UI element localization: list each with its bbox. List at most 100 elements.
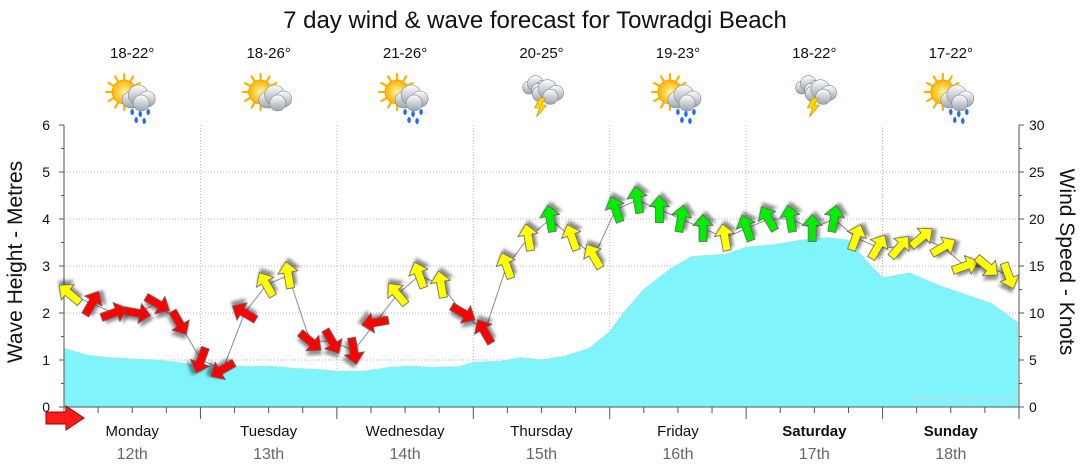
sun-ray: [265, 75, 271, 83]
wind-arrow: [757, 206, 780, 233]
cloud-puff: [951, 94, 969, 112]
wind-arrow: [495, 252, 516, 281]
wind-arrow-icon: [143, 293, 170, 315]
wind-arrow: [973, 254, 998, 277]
sun-ray: [659, 75, 666, 83]
sun-ray: [653, 96, 661, 103]
sun-ray: [674, 75, 681, 83]
wind-arrow-icon: [321, 327, 343, 354]
day-date: 18th: [935, 446, 966, 463]
day-date: 17th: [799, 446, 830, 463]
sun-ray: [926, 96, 934, 103]
wind-arrow: [670, 204, 693, 233]
left-tick-label: 1: [42, 352, 50, 368]
wind-arrow: [867, 234, 889, 262]
wind-arrow-icon: [343, 336, 365, 365]
temperature-range: 19-23°: [656, 45, 700, 62]
temperature-range: 20-25°: [519, 45, 563, 62]
temperature-range: 17-22°: [929, 45, 973, 62]
wind-arrow: [429, 270, 452, 299]
lightning-bolt: [806, 97, 820, 118]
day-date: 15th: [526, 446, 557, 463]
sun-ray: [243, 81, 252, 88]
wind-arrow: [692, 213, 714, 242]
left-tick-label: 5: [42, 164, 50, 180]
left-tick-label: 0: [42, 399, 50, 415]
wind-arrow-icon: [408, 261, 429, 290]
right-tick-label: 20: [1029, 211, 1045, 227]
day-name: Tuesday: [240, 423, 297, 440]
day-name: Thursday: [510, 423, 573, 440]
rain-sun-icon: [650, 72, 702, 124]
sun-ray: [107, 96, 115, 103]
day-name: Sunday: [924, 423, 979, 440]
wind-arrow-icon: [950, 254, 979, 276]
wind-arrow: [255, 272, 278, 299]
left-tick-label: 6: [42, 117, 50, 133]
wind-arrow: [999, 261, 1020, 290]
sun-ray: [114, 101, 120, 109]
sun-ray: [380, 81, 388, 88]
wind-arrow-icon: [539, 204, 561, 233]
wind-arrow-icon: [801, 213, 824, 242]
wind-arrow-icon: [495, 252, 516, 281]
day-name: Friday: [657, 423, 699, 440]
right-tick-label: 10: [1029, 305, 1045, 321]
rain-drop: [956, 111, 961, 117]
sun-ray: [947, 75, 953, 83]
sun-ray: [386, 75, 393, 83]
sun-ray: [107, 81, 115, 88]
cloud-puff: [542, 88, 559, 105]
rain-drop: [960, 118, 965, 124]
current-time-arrow-icon: [45, 405, 85, 431]
wave-height-layer: [63, 237, 1019, 408]
wind-arrow: [81, 290, 103, 318]
wind-arrow: [779, 204, 801, 233]
wind-arrow-icon: [887, 236, 910, 261]
temperature-range: 18-26°: [246, 45, 290, 62]
left-tick-label: 3: [42, 258, 50, 274]
wind-arrow-icon: [255, 272, 278, 299]
lightning-bolt: [534, 97, 548, 118]
temperature-range: 18-22°: [792, 45, 836, 62]
daily-header: 18-22° 18-26° 21-26° 20-25° 19-23° 18-22° 17-2…: [105, 45, 975, 124]
rain-drop: [419, 109, 423, 115]
wind-arrow-icon: [429, 270, 452, 299]
wind-arrow: [539, 204, 561, 233]
wind-arrow: [321, 327, 343, 354]
day-date: 14th: [390, 446, 421, 463]
wind-arrow: [58, 284, 84, 307]
wind-arrow-icon: [692, 213, 714, 242]
cloud-sun-icon: [241, 72, 292, 112]
day-name: Wednesday: [366, 423, 445, 440]
wind-arrow-icon: [361, 312, 390, 334]
day-name: Saturday: [782, 423, 847, 440]
day-date: 12th: [117, 446, 148, 463]
wind-arrow: [908, 227, 933, 250]
cloud-puff: [815, 88, 832, 105]
wind-arrow-icon: [473, 319, 496, 346]
wind-arrow-icon: [757, 206, 780, 233]
wind-arrow: [168, 308, 190, 336]
wind-arrow-icon: [846, 224, 867, 252]
day-labels: Monday 12th Tuesday 13th Wednesday 14th Thursd…: [106, 423, 979, 463]
sun-ray: [243, 96, 252, 103]
sun-ray: [926, 81, 934, 88]
rain-sun-icon: [923, 72, 975, 124]
wind-arrow-icon: [231, 302, 259, 324]
cloud-puff: [678, 94, 696, 112]
rain-drop: [964, 109, 969, 115]
wind-arrow: [735, 214, 757, 243]
rain-drop: [142, 118, 147, 124]
sun-ray: [129, 75, 135, 83]
wind-arrow-icon: [189, 345, 211, 374]
wind-arrow: [517, 223, 539, 252]
wind-arrow-icon: [735, 214, 757, 243]
wind-arrow: [277, 261, 299, 290]
wind-arrow-icon: [58, 284, 84, 307]
wind-arrow: [210, 358, 237, 381]
wind-arrow-icon: [122, 302, 152, 325]
day-date: 16th: [662, 446, 693, 463]
wind-arrow-icon: [277, 261, 299, 290]
